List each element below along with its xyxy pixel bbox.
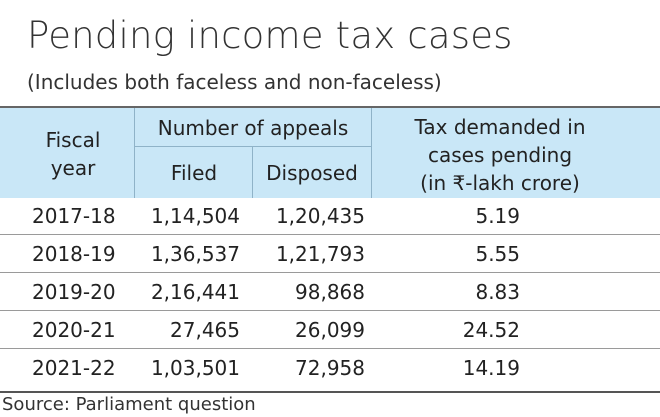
table-row: 2019-20 2,16,441 98,868 8.83 (0, 274, 660, 311)
chart-title: Pending income tax cases (27, 14, 513, 57)
table-row: 2020-21 27,465 26,099 24.52 (0, 312, 660, 349)
cell-disposed: 1,20,435 (275, 204, 365, 228)
cell-filed: 1,36,537 (150, 242, 240, 266)
cell-year: 2019-20 (32, 280, 116, 304)
cell-tax: 14.19 (462, 356, 520, 380)
cell-filed: 27,465 (170, 318, 240, 342)
table-row: 2021-22 1,03,501 72,958 14.19 (0, 350, 660, 386)
header-fiscal-line2: year (50, 156, 96, 180)
chart-subtitle: (Includes both faceless and non-faceless… (27, 70, 442, 94)
cell-year: 2020-21 (32, 318, 116, 342)
cell-disposed: 72,958 (295, 356, 365, 380)
cell-disposed: 1,21,793 (275, 242, 365, 266)
header-tax-line2: cases pending (427, 143, 573, 167)
cell-tax: 8.83 (475, 280, 520, 304)
header-filed: Filed (170, 161, 218, 185)
header-fiscal-line1: Fiscal (45, 128, 101, 152)
cell-tax: 5.19 (475, 204, 520, 228)
header-divider-1 (134, 108, 135, 198)
header-appeals-group: Number of appeals (157, 116, 349, 140)
table-row: 2017-18 1,14,504 1,20,435 5.19 (0, 198, 660, 235)
header-divider-2 (252, 146, 253, 198)
table-row: 2018-19 1,36,537 1,21,793 5.55 (0, 236, 660, 273)
header-tax-line1: Tax demanded in (414, 115, 586, 139)
header-disposed: Disposed (266, 161, 358, 185)
header-group-divider (135, 146, 371, 147)
cell-filed: 2,16,441 (150, 280, 240, 304)
cell-year: 2018-19 (32, 242, 116, 266)
cell-disposed: 98,868 (295, 280, 365, 304)
cell-filed: 1,14,504 (150, 204, 240, 228)
cell-year: 2021-22 (32, 356, 116, 380)
cell-year: 2017-18 (32, 204, 116, 228)
header-tax-line3: (in ₹-lakh crore) (420, 171, 580, 195)
cell-filed: 1,03,501 (150, 356, 240, 380)
cell-tax: 5.55 (475, 242, 520, 266)
table-header: Fiscal year Number of appeals Filed Disp… (0, 108, 660, 198)
bottom-rule (0, 391, 660, 393)
cell-disposed: 26,099 (295, 318, 365, 342)
source-note: Source: Parliament question (2, 394, 256, 415)
header-tax-demanded: Tax demanded in cases pending (in ₹-lakh… (372, 113, 628, 197)
cell-tax: 24.52 (462, 318, 520, 342)
top-rule (0, 106, 660, 108)
header-divider-3 (371, 108, 372, 198)
header-fiscal-year: Fiscal year (18, 126, 128, 182)
